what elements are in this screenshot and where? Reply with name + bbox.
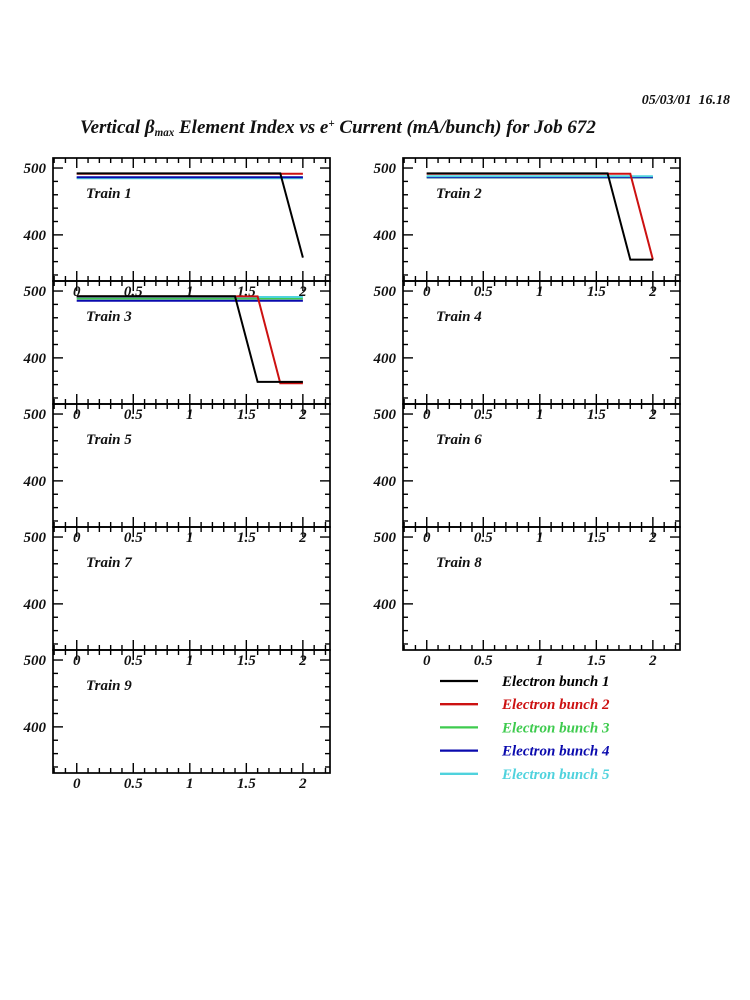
train-9-x-tick-label: 0.5 <box>124 776 143 792</box>
train-8-y-tick-label: 500 <box>374 530 397 546</box>
train-4-label: Train 4 <box>436 309 482 325</box>
train-7-x-tick-label: 2 <box>298 653 307 669</box>
train-6-y-tick-label: 500 <box>374 407 397 423</box>
train-1-y-tick-label: 400 <box>23 228 47 244</box>
title-mid: Element Index vs e <box>174 117 329 138</box>
title-e-superscript: + <box>328 117 335 130</box>
legend-label-bunch-5: Electron bunch 5 <box>501 767 610 783</box>
train-7-x-tick-label: 1.5 <box>237 653 256 669</box>
train-8-x-tick-label: 0.5 <box>474 653 493 669</box>
train-2-y-tick-label: 500 <box>374 161 397 177</box>
train-6-x-tick-label: 1 <box>536 530 544 546</box>
legend-label-bunch-3: Electron bunch 3 <box>501 720 610 736</box>
train-8-x-tick-label: 1.5 <box>587 653 606 669</box>
title-prefix: Vertical <box>80 117 145 138</box>
page-title: Vertical βmax Element Index vs e+ Curren… <box>80 117 720 139</box>
train-9-x-tick-label: 1 <box>186 776 194 792</box>
train-8-y-tick-label: 400 <box>373 597 397 613</box>
train-8-label: Train 8 <box>436 555 482 571</box>
train-5-y-tick-label: 400 <box>23 474 47 490</box>
train-1-x-tick-label: 0 <box>73 284 81 300</box>
train-2-x-tick-label: 1.5 <box>587 284 606 300</box>
train-6-y-tick-label: 400 <box>373 474 397 490</box>
train-9-y-tick-label: 400 <box>23 720 47 736</box>
train-3-y-tick-label: 400 <box>23 351 47 367</box>
train-2-label: Train 2 <box>436 186 482 202</box>
train-2-bunch-1-line <box>426 172 653 261</box>
train-6-x-tick-label: 2 <box>648 530 657 546</box>
train-9-x-tick-label: 2 <box>298 776 307 792</box>
train-9-frame <box>52 649 331 774</box>
train-9-x-tick-label: 0 <box>73 776 81 792</box>
train-7-x-tick-label: 0 <box>73 653 81 669</box>
train-8-frame <box>402 526 681 651</box>
train-5-x-tick-label: 0 <box>73 530 81 546</box>
train-5-y-tick-label: 500 <box>24 407 47 423</box>
train-5-x-tick-label: 1.5 <box>237 530 256 546</box>
train-2-x-tick-label: 0.5 <box>474 284 493 300</box>
train-4-y-tick-label: 400 <box>373 351 397 367</box>
train-7-y-tick-label: 500 <box>24 530 47 546</box>
train-6-label: Train 6 <box>436 432 482 448</box>
train-1-x-tick-label: 2 <box>298 284 307 300</box>
train-5-label: Train 5 <box>86 432 132 448</box>
train-1-y-tick-label: 500 <box>24 161 47 177</box>
train-3-x-tick-label: 0.5 <box>124 407 143 423</box>
train-1-x-tick-label: 1 <box>186 284 194 300</box>
train-8-x-tick-label: 2 <box>648 653 657 669</box>
train-9-label: Train 9 <box>86 678 132 694</box>
train-6-x-tick-label: 0.5 <box>474 530 493 546</box>
train-7-y-tick-label: 400 <box>23 597 47 613</box>
train-6-x-tick-label: 0 <box>423 530 431 546</box>
train-2-x-tick-label: 2 <box>648 284 657 300</box>
train-7-label: Train 7 <box>86 555 132 571</box>
train-3-label: Train 3 <box>86 309 132 325</box>
train-2-y-tick-label: 400 <box>373 228 397 244</box>
train-7-x-tick-label: 0.5 <box>124 653 143 669</box>
train-5-x-tick-label: 0.5 <box>124 530 143 546</box>
train-4-x-tick-label: 2 <box>648 407 657 423</box>
timestamp: 05/03/01 16.18 <box>641 93 730 108</box>
train-7-x-tick-label: 1 <box>186 653 194 669</box>
train-2-x-tick-label: 0 <box>423 284 431 300</box>
train-8-x-tick-label: 1 <box>536 653 544 669</box>
train-9-x-tick-label: 1.5 <box>237 776 256 792</box>
title-beta: β <box>144 117 155 138</box>
title-beta-subscript: max <box>154 127 175 140</box>
legend-label-bunch-2: Electron bunch 2 <box>501 697 610 713</box>
train-3-x-tick-label: 2 <box>298 407 307 423</box>
train-5-x-tick-label: 2 <box>298 530 307 546</box>
train-8-x-tick-label: 0 <box>423 653 431 669</box>
legend-label-bunch-1: Electron bunch 1 <box>501 674 610 690</box>
train-6-x-tick-label: 1.5 <box>587 530 606 546</box>
train-3-x-tick-label: 0 <box>73 407 81 423</box>
train-3-bunch-1-line <box>76 295 303 383</box>
train-5-x-tick-label: 1 <box>186 530 194 546</box>
train-4-x-tick-label: 1.5 <box>587 407 606 423</box>
train-1-bunch-1-line <box>76 172 304 258</box>
title-suffix: Current (mA/bunch) for Job 672 <box>334 117 596 138</box>
train-2-x-tick-label: 1 <box>536 284 544 300</box>
train-4-x-tick-label: 0.5 <box>474 407 493 423</box>
train-3-x-tick-label: 1 <box>186 407 194 423</box>
train-3-y-tick-label: 500 <box>24 284 47 300</box>
train-1-label: Train 1 <box>86 186 132 202</box>
train-4-y-tick-label: 500 <box>374 284 397 300</box>
train-3-x-tick-label: 1.5 <box>237 407 256 423</box>
train-4-x-tick-label: 0 <box>423 407 431 423</box>
train-4-x-tick-label: 1 <box>536 407 544 423</box>
train-9-y-tick-label: 500 <box>24 653 47 669</box>
legend-label-bunch-4: Electron bunch 4 <box>501 744 610 760</box>
